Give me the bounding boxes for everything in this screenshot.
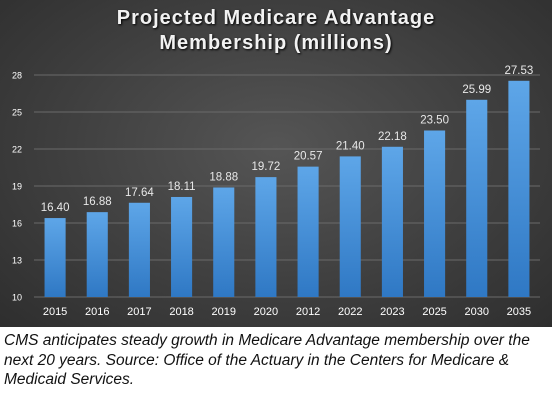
y-tick-label: 25 xyxy=(12,108,22,118)
y-tick-label: 10 xyxy=(12,293,22,303)
data-label: 17.64 xyxy=(125,187,154,199)
chart-caption: CMS anticipates steady growth in Medicar… xyxy=(4,332,530,388)
chart-title-line-2: Membership (millions) xyxy=(159,32,393,54)
x-tick-label: 2018 xyxy=(169,306,193,318)
y-tick-label: 13 xyxy=(12,256,22,266)
chart-title-line-1: Projected Medicare Advantage xyxy=(116,7,436,29)
data-label: 18.88 xyxy=(209,171,238,183)
bar-2016 xyxy=(86,212,108,297)
bar-2023 xyxy=(381,146,403,297)
data-label: 22.18 xyxy=(378,131,407,143)
data-label: 16.40 xyxy=(41,202,70,214)
bar-2017 xyxy=(128,202,150,297)
bar-2025 xyxy=(424,130,446,297)
data-label: 21.40 xyxy=(336,140,365,152)
x-tick-label: 2022 xyxy=(338,306,362,318)
data-label: 27.53 xyxy=(505,65,534,77)
data-label: 19.72 xyxy=(252,161,281,173)
x-tick-label: 2017 xyxy=(127,306,151,318)
chart-panel: Projected Medicare Advantage Membership … xyxy=(0,0,552,327)
bar-2030 xyxy=(466,99,488,297)
x-tick-label: 2020 xyxy=(254,306,278,318)
x-tick-label: 2019 xyxy=(212,306,236,318)
x-tick-label: 2016 xyxy=(85,306,109,318)
bar-2012 xyxy=(297,166,319,297)
y-tick-label: 16 xyxy=(12,219,22,229)
x-tick-label: 2030 xyxy=(465,306,489,318)
bar-2019 xyxy=(213,187,235,297)
bar-chart: 10 13 16 19 22 25 28 16.40 2015 16.88 2016 17.64 201… xyxy=(12,64,540,318)
chart-title: Projected Medicare Advantage Membership … xyxy=(0,6,552,56)
y-tick-label: 22 xyxy=(12,145,22,155)
bar-2015 xyxy=(44,218,66,297)
bar-2022 xyxy=(339,156,361,297)
x-tick-label: 2035 xyxy=(507,306,531,318)
x-tick-label: 2012 xyxy=(296,306,320,318)
data-label: 18.11 xyxy=(168,181,196,193)
x-tick-label: 2015 xyxy=(43,306,67,318)
x-tick-label: 2025 xyxy=(422,306,446,318)
y-tick-label: 19 xyxy=(12,182,22,192)
bar-2018 xyxy=(171,196,193,297)
x-tick-label: 2023 xyxy=(380,306,404,318)
data-label: 23.50 xyxy=(420,115,449,127)
data-label: 16.88 xyxy=(83,196,112,208)
bar-2020 xyxy=(255,177,277,297)
y-tick-label: 28 xyxy=(12,71,22,81)
bar-2035 xyxy=(508,80,530,298)
data-label: 20.57 xyxy=(294,151,323,163)
data-label: 25.99 xyxy=(462,84,491,96)
